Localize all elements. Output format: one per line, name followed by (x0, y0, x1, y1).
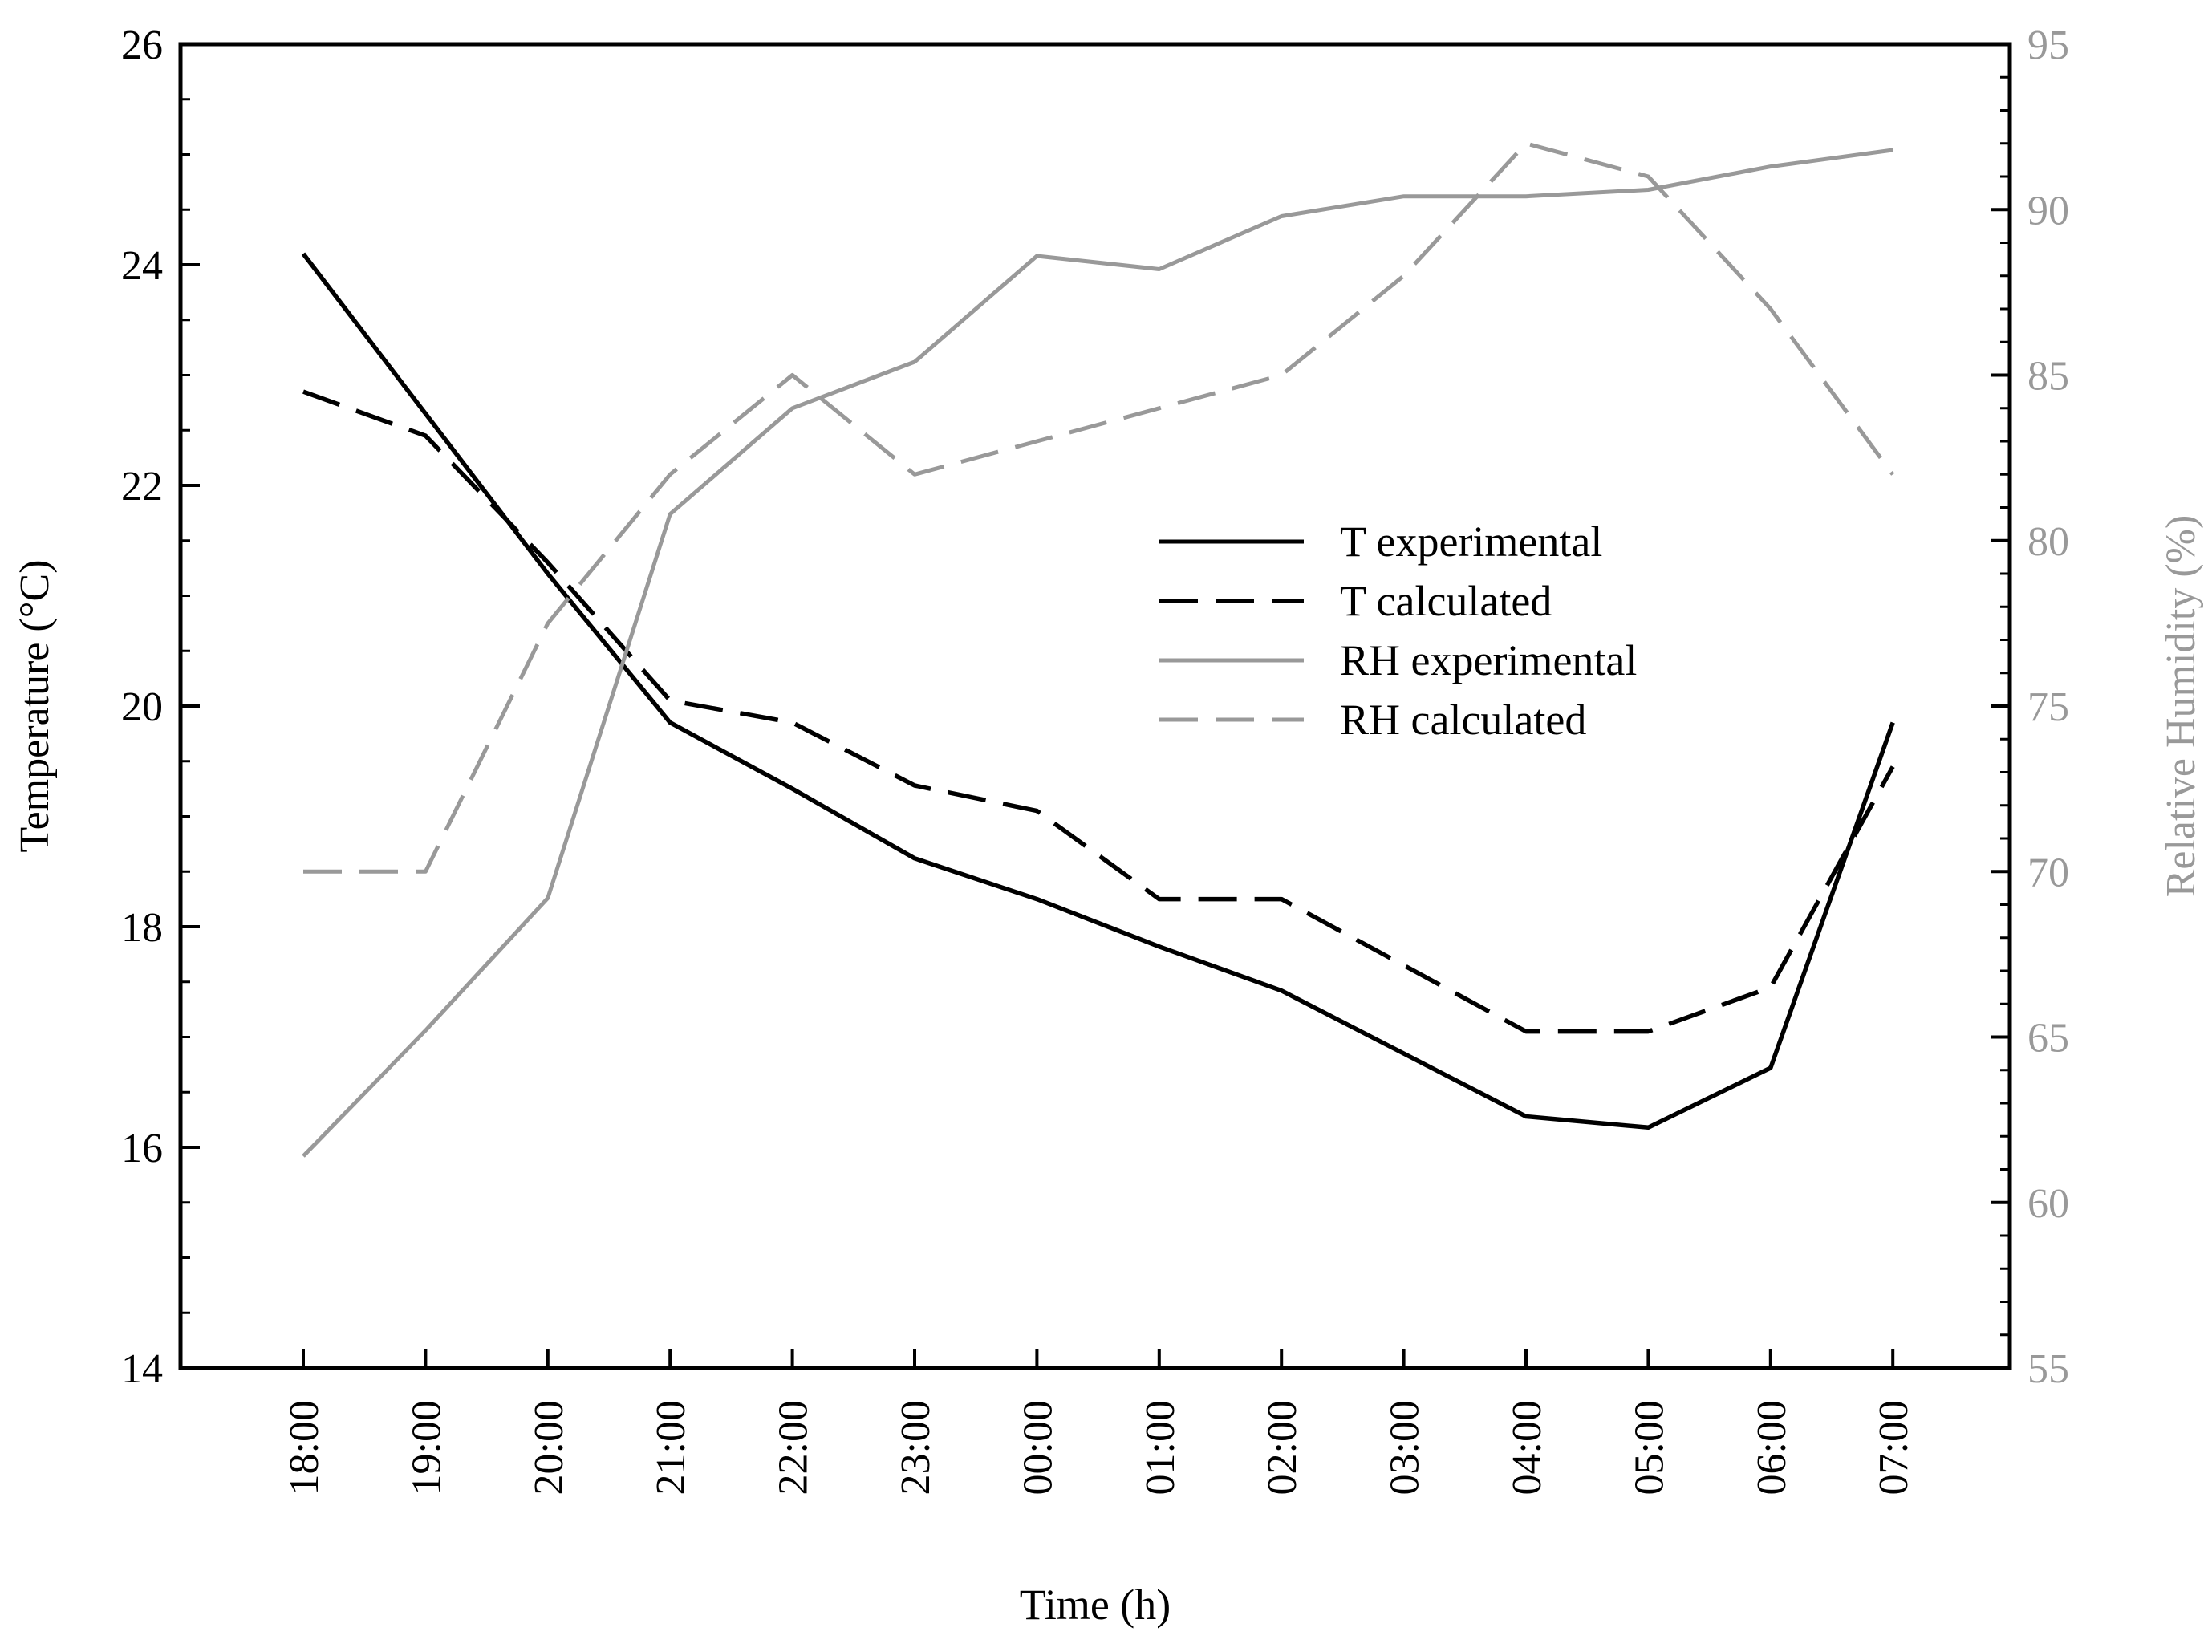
x-tick-label: 01:00 (1138, 1400, 1183, 1495)
x-tick-label: 03:00 (1382, 1400, 1428, 1495)
y2-tick-label: 70 (2027, 850, 2069, 895)
x-axis: 18:00 19:00 20:00 21:00 22:00 23:00 00:00 01:00… (282, 1349, 1917, 1495)
legend-label: T experimental (1340, 518, 1602, 566)
y-axis-label: Temperature (°C) (12, 559, 58, 852)
legend: T experimental T calculated RH experimenta… (1159, 518, 1637, 744)
x-tick-label: 06:00 (1749, 1400, 1795, 1495)
right-axis: 55 60 65 70 75 80 85 90 95 (1991, 22, 2069, 1392)
series-line-rh-experimental (302, 148, 1893, 1158)
y-tick-label: 26 (121, 22, 163, 68)
y2-tick-label: 95 (2027, 22, 2069, 68)
x-tick-label: 23:00 (893, 1400, 939, 1495)
y2-tick-label: 60 (2027, 1181, 2069, 1227)
x-tick-label: 02:00 (1260, 1400, 1305, 1495)
x-tick-label: 07:00 (1871, 1400, 1917, 1495)
y2-tick-label: 90 (2027, 188, 2069, 233)
y2-tick-label: 85 (2027, 354, 2069, 400)
x-tick-label: 18:00 (282, 1400, 327, 1495)
x-tick-label: 22:00 (771, 1400, 817, 1495)
legend-label: RH experimental (1340, 636, 1637, 684)
y-tick-label: 16 (121, 1126, 163, 1171)
legend-label: T calculated (1340, 577, 1552, 625)
y-tick-label: 18 (121, 905, 163, 951)
x-tick-label: 00:00 (1015, 1400, 1061, 1495)
y-tick-label: 22 (121, 464, 163, 509)
y-tick-label: 14 (121, 1346, 163, 1392)
y2-tick-label: 55 (2027, 1346, 2069, 1392)
x-tick-label: 05:00 (1626, 1400, 1672, 1495)
x-tick-label: 21:00 (648, 1400, 694, 1495)
x-tick-label: 20:00 (526, 1400, 572, 1495)
y2-tick-label: 65 (2027, 1016, 2069, 1061)
y2-tick-label: 75 (2027, 684, 2069, 730)
left-axis: 14 16 18 20 22 24 26 (121, 22, 200, 1392)
series-layer (301, 141, 1895, 1158)
legend-label: RH calculated (1340, 696, 1586, 744)
x-tick-label: 19:00 (404, 1400, 449, 1495)
y-tick-label: 20 (121, 684, 163, 730)
series-line-t-calculated (302, 389, 1895, 1034)
x-axis-label: Time (h) (1020, 1581, 1171, 1629)
series-line-rh-calculated (303, 141, 1895, 874)
y2-axis-label: Relative Humidity (%) (2158, 515, 2204, 898)
y2-tick-label: 80 (2027, 519, 2069, 565)
x-tick-label: 04:00 (1504, 1400, 1550, 1495)
y-tick-label: 24 (121, 243, 163, 289)
